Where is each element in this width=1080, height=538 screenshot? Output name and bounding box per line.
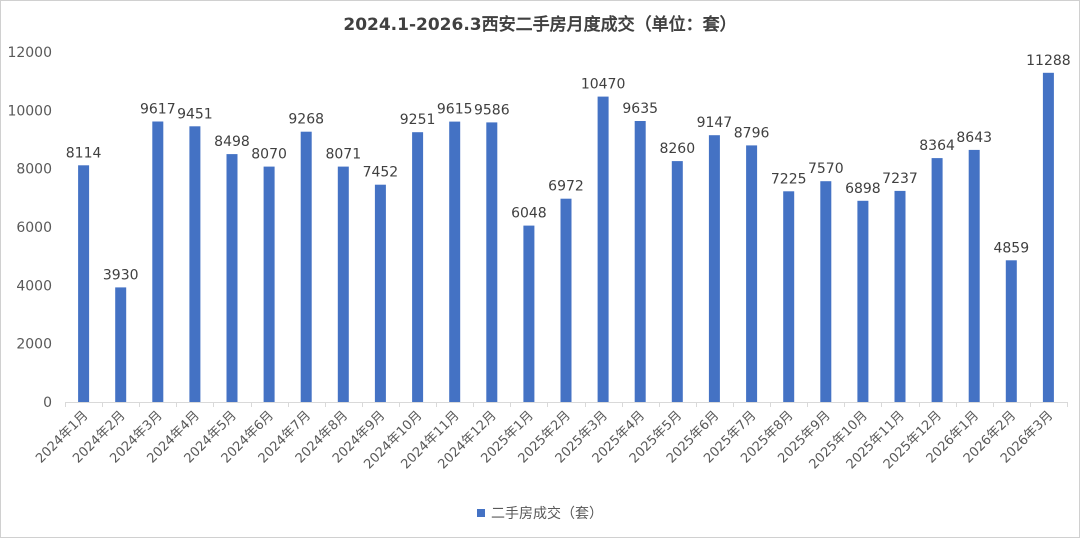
data-label: 9147: [697, 115, 733, 131]
data-label: 11288: [1026, 53, 1071, 69]
data-label: 8796: [734, 125, 770, 141]
data-label: 6972: [548, 179, 584, 195]
bar: [523, 225, 535, 402]
bar: [226, 154, 238, 402]
bar: [374, 184, 386, 402]
bar: [412, 132, 424, 402]
y-tick-label: 8000: [16, 162, 52, 178]
bar: [968, 149, 980, 402]
bar: [671, 161, 683, 402]
data-label: 7570: [808, 161, 844, 177]
bar: [78, 165, 90, 402]
chart-title: 2024.1-2026.3西安二手房月度成交（单位：套）: [343, 15, 737, 35]
data-label: 8070: [251, 147, 287, 163]
data-label: 4859: [993, 240, 1029, 256]
data-label: 7225: [771, 171, 807, 187]
bar: [486, 122, 498, 403]
y-tick-label: 10000: [7, 103, 52, 119]
bar: [263, 166, 275, 402]
data-label: 9251: [400, 112, 436, 128]
bar: [560, 198, 572, 402]
data-label: 10470: [581, 77, 626, 93]
bar: [152, 121, 164, 402]
y-tick-label: 0: [43, 395, 52, 411]
data-label: 7452: [363, 165, 399, 181]
y-tick-label: 4000: [16, 278, 52, 294]
data-label: 7237: [882, 171, 918, 187]
data-label: 3930: [103, 267, 139, 283]
bar: [189, 126, 201, 403]
bar: [708, 135, 720, 402]
legend-swatch: [477, 509, 485, 517]
data-label: 6898: [845, 181, 881, 197]
data-label: 9268: [288, 112, 324, 128]
bar: [931, 158, 943, 402]
data-label: 6048: [511, 206, 547, 222]
legend: 二手房成交（套）: [0, 503, 1080, 523]
data-label: 9615: [437, 102, 473, 118]
data-label: 8260: [659, 141, 695, 157]
bar: [783, 191, 795, 402]
bar: [1005, 260, 1017, 402]
data-label: 9635: [622, 101, 658, 117]
data-label: 9451: [177, 106, 213, 122]
y-tick-label: 2000: [16, 337, 52, 353]
bar: [820, 181, 832, 402]
data-label: 8364: [919, 138, 955, 154]
y-tick-label: 6000: [16, 220, 52, 236]
bar: [746, 145, 758, 402]
bar: [1042, 72, 1054, 403]
bar: [449, 121, 461, 402]
bar: [634, 121, 646, 402]
bar: [894, 190, 906, 402]
bar: [857, 200, 869, 402]
y-tick-label: 12000: [7, 45, 52, 61]
bar: [337, 166, 349, 402]
data-label: 8498: [214, 134, 250, 150]
bar: [115, 287, 127, 402]
bar: [300, 131, 312, 402]
bar: [597, 96, 609, 402]
data-label: 8114: [66, 145, 102, 161]
data-label: 8071: [325, 147, 361, 163]
data-label: 9586: [474, 102, 510, 118]
data-label: 9617: [140, 102, 176, 118]
data-label: 8643: [956, 130, 992, 146]
legend-label: 二手房成交（套）: [491, 506, 603, 522]
